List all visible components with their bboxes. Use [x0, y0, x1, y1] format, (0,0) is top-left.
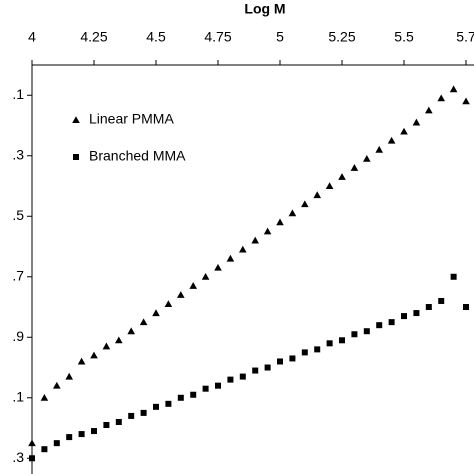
triangle-point — [239, 245, 247, 253]
triangle-point — [462, 97, 470, 105]
x-tick-label: 4 — [28, 29, 36, 45]
triangle-point — [53, 381, 61, 389]
triangle-point — [177, 291, 185, 298]
x-tick-label: 5.25 — [328, 29, 355, 45]
y-tick-label: .1 — [12, 388, 24, 404]
square-point — [29, 455, 35, 462]
square-point — [363, 328, 370, 335]
triangle-point — [189, 282, 198, 289]
y-tick-label: .5 — [12, 207, 24, 223]
chart-title: Log M — [244, 1, 285, 17]
square-point — [463, 304, 470, 311]
y-tick-label: .3 — [12, 449, 24, 465]
triangle-point — [72, 116, 80, 123]
square-point — [388, 319, 395, 326]
square-point — [314, 346, 321, 353]
square-point — [239, 373, 246, 380]
triangle-point — [449, 85, 458, 93]
y-tick-label: .3 — [12, 146, 24, 162]
square-point — [215, 382, 222, 389]
square-point — [128, 412, 135, 419]
square-point — [177, 394, 184, 401]
y-tick-label: .7 — [12, 267, 24, 283]
triangle-point — [325, 182, 334, 190]
x-tick-label: 5.5 — [394, 29, 414, 45]
y-tick-label: .9 — [12, 328, 24, 344]
triangle-point — [65, 372, 74, 380]
triangle-point — [201, 272, 210, 280]
x-tick-label: 4.25 — [80, 29, 107, 45]
triangle-point — [251, 236, 260, 244]
triangle-point — [338, 173, 346, 180]
triangle-point — [115, 336, 123, 344]
triangle-point — [77, 357, 86, 365]
triangle-point — [90, 351, 98, 359]
square-point — [264, 364, 271, 371]
x-tick-label: 5.7 — [456, 29, 474, 45]
square-point — [202, 385, 209, 392]
square-point — [115, 418, 122, 425]
square-point — [450, 273, 457, 280]
square-point — [301, 349, 308, 356]
triangle-point — [425, 106, 433, 114]
triangle-point — [412, 118, 421, 126]
square-point — [376, 322, 383, 329]
square-point — [103, 421, 110, 428]
triangle-point — [387, 136, 396, 144]
legend-label: Linear PMMA — [89, 111, 174, 127]
triangle-point — [437, 94, 446, 102]
square-point — [73, 154, 79, 160]
square-point — [252, 367, 259, 374]
triangle-point — [263, 227, 272, 235]
triangle-point — [400, 127, 408, 135]
square-point — [289, 355, 296, 362]
square-point — [326, 340, 333, 347]
square-point — [78, 431, 85, 438]
triangle-point — [40, 393, 49, 401]
square-point — [140, 409, 147, 416]
square-point — [425, 304, 432, 311]
square-point — [66, 434, 73, 441]
triangle-point — [28, 439, 36, 447]
x-tick-label: 4.75 — [204, 29, 231, 45]
x-tick-label: 5 — [276, 29, 284, 45]
triangle-point — [375, 145, 384, 153]
square-point — [413, 310, 420, 317]
triangle-point — [276, 218, 284, 226]
y-tick-label: .1 — [12, 86, 24, 102]
square-point — [227, 376, 234, 383]
triangle-point — [313, 191, 322, 199]
legend-label: Branched MMA — [89, 148, 186, 164]
square-point — [401, 313, 408, 320]
triangle-point — [102, 342, 111, 350]
triangle-point — [363, 154, 371, 162]
triangle-point — [152, 309, 160, 317]
triangle-point — [301, 200, 309, 208]
square-point — [91, 428, 98, 435]
triangle-point — [350, 164, 359, 171]
triangle-point — [139, 318, 148, 326]
triangle-point — [226, 254, 235, 262]
triangle-point — [214, 263, 222, 271]
square-point — [438, 297, 445, 304]
square-point — [165, 400, 172, 407]
square-point — [277, 358, 284, 365]
square-point — [339, 337, 346, 344]
square-point — [53, 440, 60, 447]
square-point — [153, 403, 160, 410]
square-point — [351, 331, 358, 338]
x-tick-label: 4.5 — [146, 29, 166, 45]
triangle-point — [127, 327, 136, 335]
triangle-point — [164, 300, 173, 307]
triangle-point — [288, 209, 297, 217]
square-point — [41, 446, 48, 453]
square-point — [190, 391, 197, 398]
